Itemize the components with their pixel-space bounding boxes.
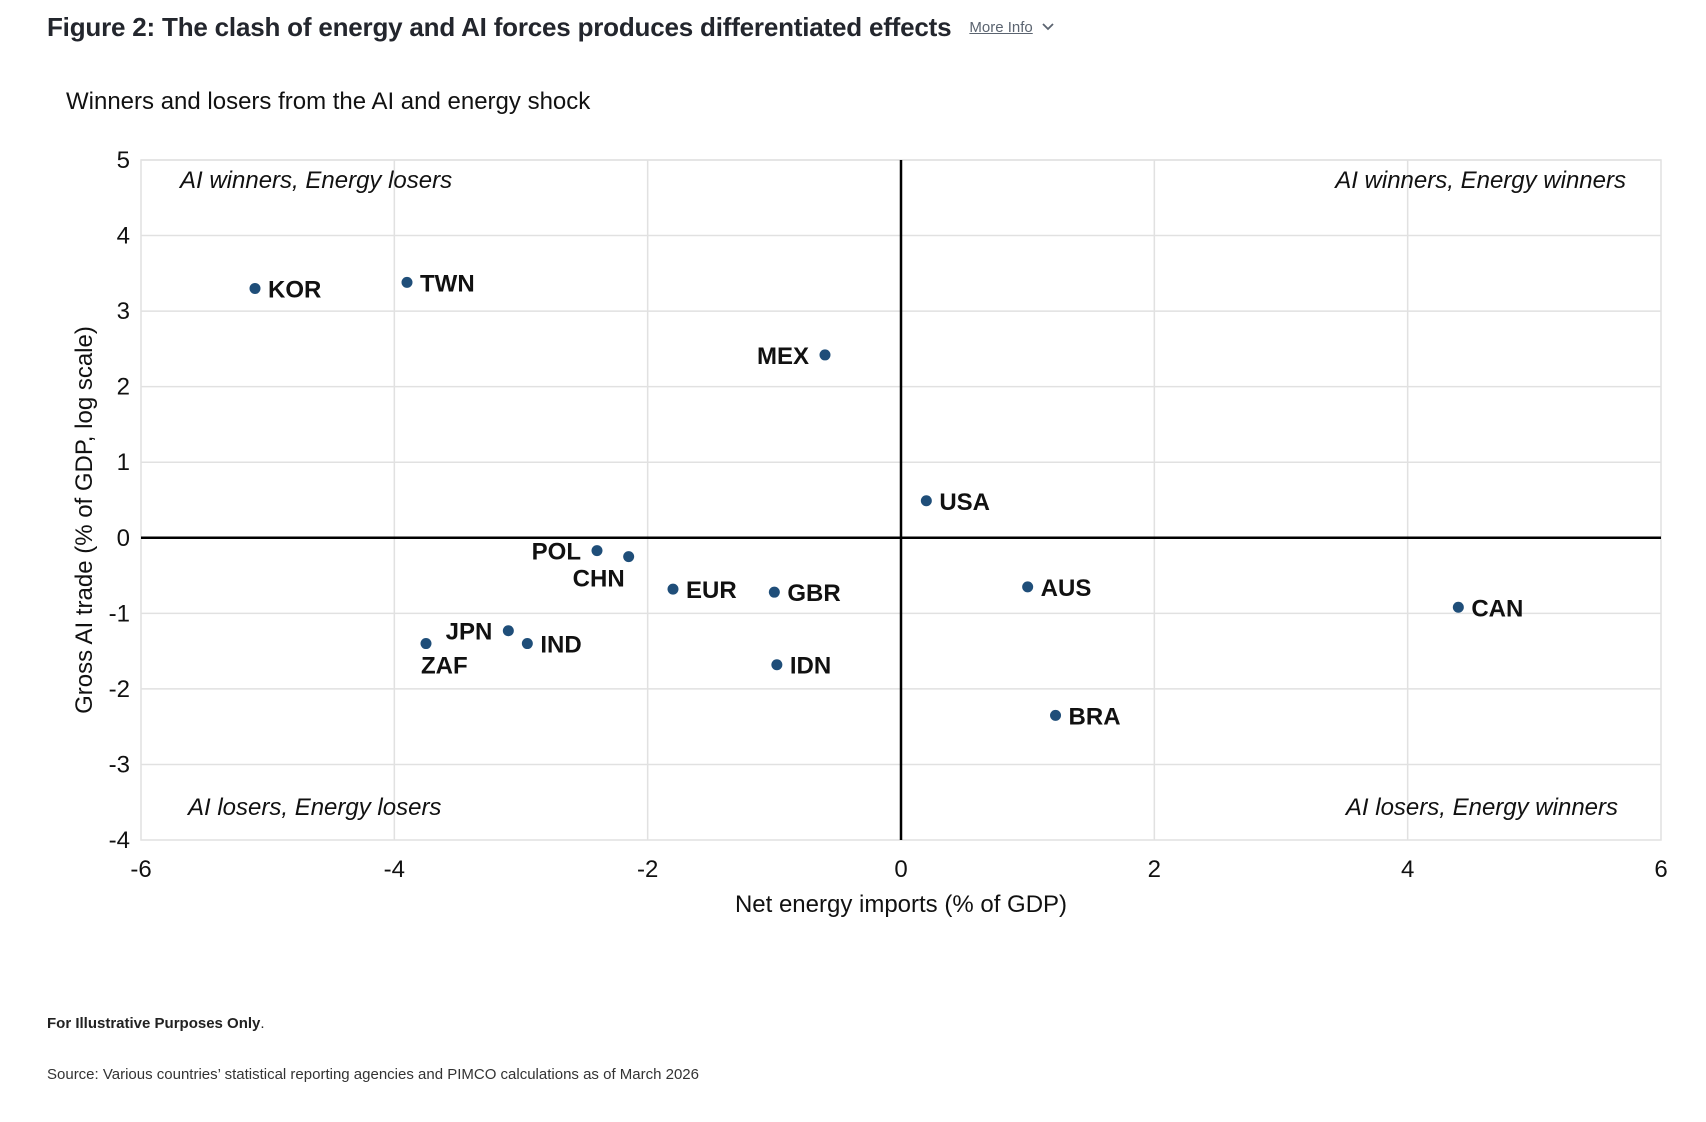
data-label-gbr: GBR xyxy=(787,580,840,607)
data-label-can: CAN xyxy=(1471,595,1523,622)
data-label-zaf: ZAF xyxy=(421,653,468,680)
y-tick-label: -4 xyxy=(109,827,130,854)
more-info-toggle[interactable]: More Info xyxy=(969,19,1054,37)
data-label-usa: USA xyxy=(939,489,990,516)
x-tick-label: 2 xyxy=(1148,856,1161,883)
data-point-can xyxy=(1452,601,1464,613)
x-tick-label: 0 xyxy=(894,856,907,883)
data-point-kor xyxy=(249,282,261,294)
x-tick-label: 6 xyxy=(1654,856,1667,883)
more-info-label: More Info xyxy=(969,19,1033,36)
x-axis-label: Net energy imports (% of GDP) xyxy=(735,891,1067,918)
y-tick-label: 1 xyxy=(117,449,130,476)
y-tick-label: 2 xyxy=(117,374,130,401)
x-tick-label: -4 xyxy=(384,856,405,883)
quadrant-label-bottom-right: AI losers, Energy winners xyxy=(1344,794,1618,821)
y-tick-label: -2 xyxy=(109,676,130,703)
y-tick-label: 3 xyxy=(117,298,130,325)
y-tick-label: -1 xyxy=(109,600,130,627)
y-tick-label: -3 xyxy=(109,751,130,778)
x-tick-label: -2 xyxy=(637,856,658,883)
data-point-ind xyxy=(521,638,533,650)
data-point-gbr xyxy=(768,586,780,598)
data-label-idn: IDN xyxy=(790,653,831,680)
data-point-chn xyxy=(623,551,635,563)
data-label-kor: KOR xyxy=(268,276,321,303)
data-point-twn xyxy=(401,276,413,288)
data-label-eur: EUR xyxy=(686,577,737,604)
chevron-down-icon xyxy=(1041,19,1055,37)
x-tick-label: -6 xyxy=(130,856,151,883)
illustrative-note: For Illustrative Purposes Only. xyxy=(47,1015,265,1032)
y-tick-label: 5 xyxy=(117,147,130,174)
illustrative-note-end: . xyxy=(260,1015,265,1032)
y-tick-label: 4 xyxy=(117,223,130,250)
y-tick-label: 0 xyxy=(117,525,130,552)
y-axis-label: Gross AI trade (% of GDP, log scale) xyxy=(71,326,98,714)
figure-header: Figure 2: The clash of energy and AI for… xyxy=(47,12,1055,43)
illustrative-note-bold: For Illustrative Purposes Only xyxy=(47,1015,261,1032)
x-tick-label: 4 xyxy=(1401,856,1414,883)
chart-title: Winners and losers from the AI and energ… xyxy=(66,88,591,115)
data-point-usa xyxy=(920,495,932,507)
figure-title: Figure 2: The clash of energy and AI for… xyxy=(47,12,952,42)
data-label-jpn: JPN xyxy=(446,619,493,646)
data-label-mex: MEX xyxy=(757,343,809,370)
data-label-pol: POL xyxy=(532,539,581,566)
source-note: Source: Various countries’ statistical r… xyxy=(47,1066,699,1083)
data-point-mex xyxy=(819,349,831,361)
data-point-pol xyxy=(591,545,603,557)
data-label-bra: BRA xyxy=(1069,703,1121,730)
data-label-ind: IND xyxy=(540,632,581,659)
quadrant-label-top-left: AI winners, Energy losers xyxy=(178,167,452,194)
quadrant-label-bottom-left: AI losers, Energy losers xyxy=(186,794,441,821)
data-point-jpn xyxy=(502,625,514,637)
data-point-aus xyxy=(1022,581,1034,593)
data-label-twn: TWN xyxy=(420,270,475,297)
data-point-bra xyxy=(1050,709,1062,721)
data-point-eur xyxy=(667,583,679,595)
data-point-idn xyxy=(771,659,783,671)
data-label-chn: CHN xyxy=(573,566,625,593)
quadrant-label-top-right: AI winners, Energy winners xyxy=(1333,167,1626,194)
data-label-aus: AUS xyxy=(1041,575,1092,602)
data-point-zaf xyxy=(420,638,432,650)
